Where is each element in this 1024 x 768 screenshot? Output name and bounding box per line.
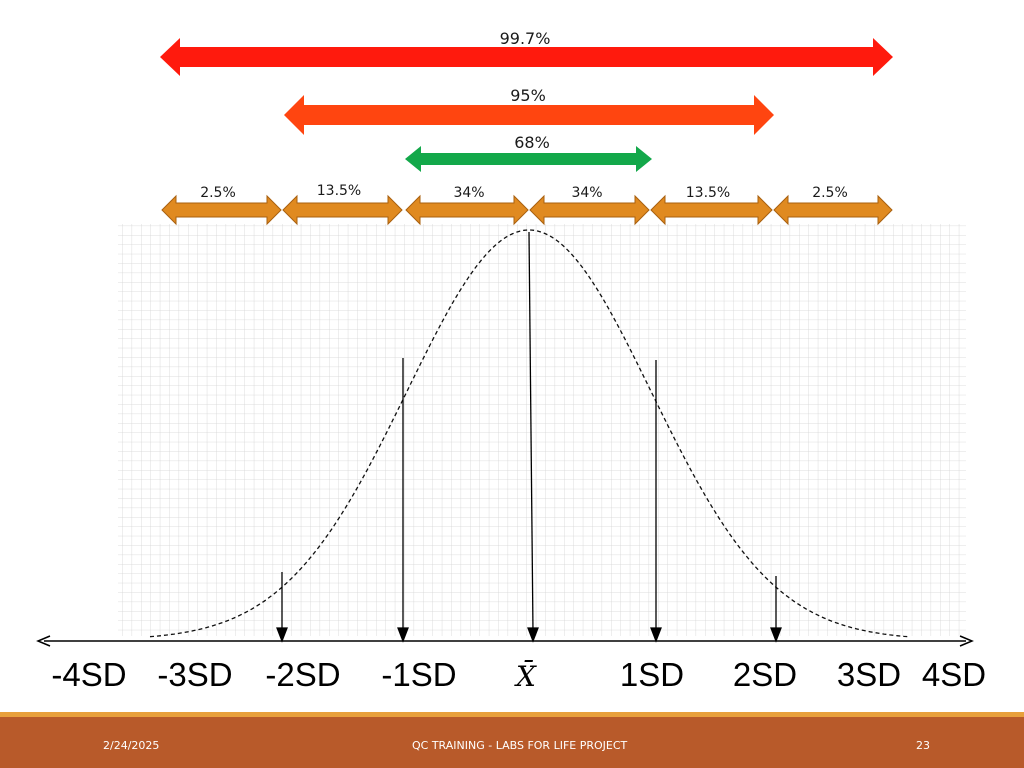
axis-label-minus-4sd: -4SD: [51, 656, 126, 693]
segment-arrow-5: [650, 194, 773, 226]
segment-label-2: 13.5%: [317, 183, 361, 199]
sd-markers: [276, 231, 782, 643]
axis-label-mean: X̄: [514, 659, 537, 693]
band-arrow-99.7: [160, 38, 893, 76]
footer-page-number: 23: [916, 739, 930, 752]
band-label-95: 95%: [510, 86, 546, 105]
segment-arrow-4: [529, 194, 650, 226]
marker-plus-2sd-head: [770, 627, 782, 643]
axis-label-minus-1sd: -1SD: [381, 656, 456, 693]
footer-date: 2/24/2025: [103, 739, 160, 752]
segment-label-3: 34%: [453, 185, 484, 201]
grid-background: [118, 224, 966, 636]
segment-label-4: 34%: [571, 185, 602, 201]
axis-labels: -4SD -3SD -2SD -1SD X̄ 1SD 2SD 3SD 4SD: [51, 656, 986, 693]
marker-mean: [528, 231, 534, 633]
marker-mean-head: [527, 627, 539, 643]
marker-plus-1sd-head: [650, 627, 662, 643]
segment-arrow-2: [282, 194, 403, 226]
segment-arrow-6: [773, 194, 893, 226]
footer-bar: 2/24/2025 QC TRAINING - LABS FOR LIFE PR…: [0, 712, 1024, 768]
band-label-68: 68%: [514, 133, 550, 152]
x-axis-left-arrowhead: [36, 635, 51, 647]
segment-arrow-1: [161, 194, 282, 226]
axis-label-minus-3sd: -3SD: [157, 656, 232, 693]
bell-curve: [149, 229, 909, 638]
segment-label-5: 13.5%: [686, 185, 730, 201]
axis-label-minus-2sd: -2SD: [265, 656, 340, 693]
segment-label-1: 2.5%: [200, 185, 236, 201]
axis-label-plus-4sd: 4SD: [922, 656, 986, 693]
footer-title: QC TRAINING - LABS FOR LIFE PROJECT: [412, 739, 628, 752]
band-label-99.7: 99.7%: [500, 29, 551, 48]
axis-label-plus-2sd: 2SD: [733, 656, 797, 693]
coverage-bands: 99.7% 95% 68%: [160, 29, 893, 172]
axis-label-plus-3sd: 3SD: [837, 656, 901, 693]
segment-arrow-3: [405, 194, 529, 226]
band-arrow-95: [284, 95, 774, 135]
segment-arrows: 2.5% 13.5% 34% 34% 13.5% 2.5%: [161, 183, 893, 226]
marker-minus-2sd-head: [276, 627, 288, 643]
x-axis-right-arrowhead: [959, 635, 974, 647]
axis-label-plus-1sd: 1SD: [620, 656, 684, 693]
band-arrow-68: [405, 146, 652, 172]
segment-label-6: 2.5%: [812, 185, 848, 201]
marker-minus-1sd-head: [397, 627, 409, 643]
x-axis: [36, 635, 974, 647]
